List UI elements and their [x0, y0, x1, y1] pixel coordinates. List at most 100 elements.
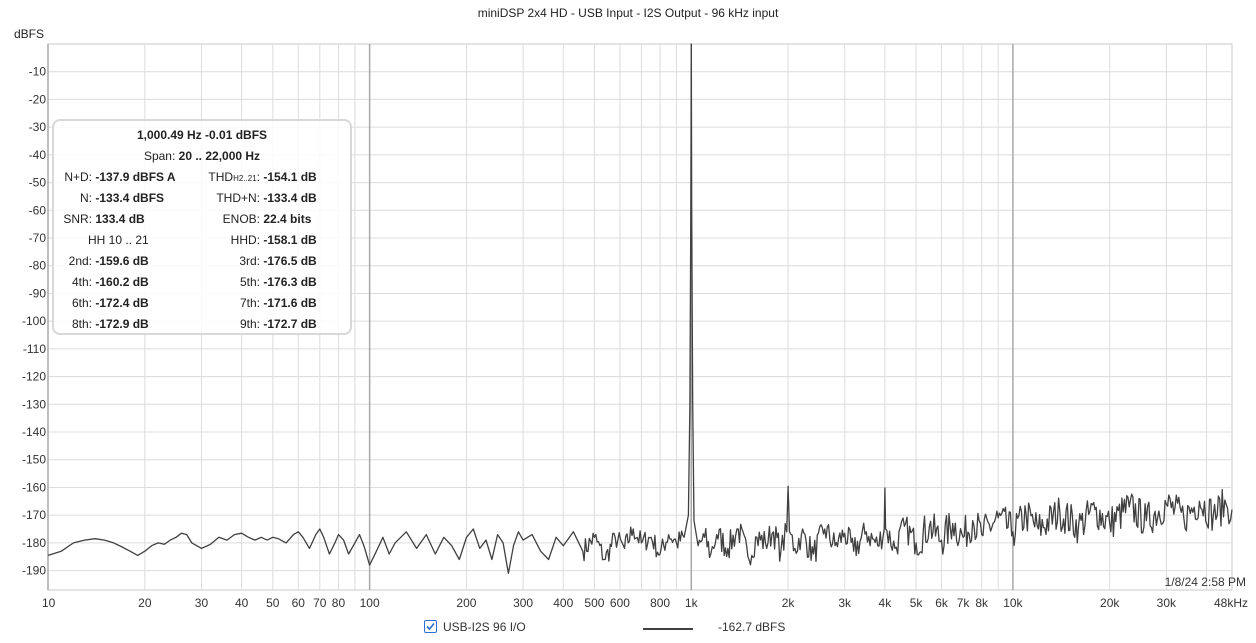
legend-line-swatch	[643, 628, 693, 630]
stats-value: -172.4 dB	[95, 296, 149, 310]
stats-label: 4th:	[71, 275, 92, 289]
x-tick-label: 2k	[782, 596, 796, 610]
y-tick-label: -20	[29, 92, 47, 106]
x-tick-label: 300	[513, 596, 533, 610]
stats-row-left: N: -133.4 dBFS	[54, 191, 164, 205]
stats-row-right: 9th: -172.7 dB	[186, 317, 317, 331]
y-tick-label: -150	[22, 453, 46, 467]
stats-value: -171.6 dB	[263, 296, 317, 310]
y-tick-label: -60	[29, 203, 47, 217]
stats-row-right: THDH2..21: -154.1 dB	[186, 170, 317, 184]
legend-series-name: USB-I2S 96 I/O	[443, 620, 526, 634]
stats-row-left: 8th: -172.9 dB	[54, 317, 149, 331]
stats-value: -133.4 dB	[263, 191, 317, 205]
x-tick-label: 800	[650, 596, 670, 610]
y-tick-label: -120	[22, 370, 46, 384]
stats-row-left: SNR: 133.4 dB	[54, 212, 145, 226]
y-tick-label: -10	[29, 65, 47, 79]
checkmark-icon	[426, 622, 435, 631]
y-tick-label: -170	[22, 508, 46, 522]
stats-label: 2nd:	[68, 254, 92, 268]
stats-label: HHD:	[230, 233, 260, 247]
stats-row-right: 3rd: -176.5 dB	[186, 254, 317, 268]
x-tick-label: 200	[456, 596, 476, 610]
stats-value: -154.1 dB	[263, 170, 317, 184]
stats-value: -172.9 dB	[95, 317, 149, 331]
x-tick-label: 60	[292, 596, 306, 610]
stats-label: THDH2..21:	[208, 170, 260, 184]
stats-value: -176.5 dB	[263, 254, 317, 268]
y-tick-label: -90	[29, 286, 47, 300]
y-tick-label: -110	[23, 342, 46, 356]
stats-panel[interactable]: 1,000.49 Hz -0.01 dBFS Span: 20 .. 22,00…	[52, 119, 352, 335]
x-tick-label: 4k	[879, 596, 893, 610]
stats-label: 5th:	[239, 275, 260, 289]
stats-row-right: THD+N: -133.4 dB	[186, 191, 317, 205]
stats-row-left: 4th: -160.2 dB	[54, 275, 149, 289]
x-tick-label: 20	[138, 596, 152, 610]
stats-hh-range: HH 10 .. 21	[88, 233, 149, 247]
stats-label: 8th:	[71, 317, 92, 331]
stats-label: 9th:	[239, 317, 260, 331]
x-tick-label: 30k	[1157, 596, 1177, 610]
stats-value: -176.3 dB	[263, 275, 317, 289]
stats-value: -137.9 dBFS A	[95, 170, 176, 184]
x-tick-label: 50	[266, 596, 280, 610]
x-tick-label: 80	[332, 596, 346, 610]
x-tick-label: 1k	[685, 596, 699, 610]
stats-label: THD+N:	[216, 191, 260, 205]
stats-label: 7th:	[239, 296, 260, 310]
x-tick-label: 100	[360, 596, 380, 610]
stats-row-right: 5th: -176.3 dB	[186, 275, 317, 289]
x-tick-label: 40	[235, 596, 249, 610]
stats-label: SNR:	[63, 212, 92, 226]
stats-row-right: ENOB: 22.4 bits	[186, 212, 312, 226]
stats-label: N+D:	[64, 170, 92, 184]
stats-label: 6th:	[71, 296, 92, 310]
x-tick-label: 48kHz	[1214, 596, 1248, 610]
stats-value: -172.7 dB	[263, 317, 317, 331]
y-tick-label: -80	[29, 259, 47, 273]
stats-value: 133.4 dB	[95, 212, 145, 226]
y-tick-label: -160	[22, 480, 46, 494]
y-axis-unit: dBFS	[14, 27, 45, 41]
x-tick-label: 5k	[910, 596, 924, 610]
series-visibility-checkbox[interactable]	[424, 620, 437, 633]
y-tick-label: -30	[29, 120, 47, 134]
x-tick-label: 10k	[1003, 596, 1023, 610]
x-tick-label: 8k	[975, 596, 989, 610]
y-tick-label: -70	[29, 231, 47, 245]
x-tick-label: 600	[610, 596, 630, 610]
y-tick-label: -140	[22, 425, 46, 439]
stats-value: 22.4 bits	[263, 212, 312, 226]
stats-value: -158.1 dB	[263, 233, 317, 247]
y-tick-label: -130	[22, 397, 46, 411]
x-tick-label: 400	[553, 596, 573, 610]
y-tick-label: -180	[22, 536, 46, 550]
y-tick-label: -190	[22, 564, 46, 578]
stats-value: -133.4 dBFS	[95, 191, 165, 205]
stats-span: Span: 20 .. 22,000 Hz	[143, 149, 261, 163]
x-tick-label: 30	[195, 596, 209, 610]
stats-value: -159.6 dB	[95, 254, 149, 268]
stats-label: ENOB:	[222, 212, 260, 226]
stats-label: N:	[80, 191, 92, 205]
chart-title: miniDSP 2x4 HD - USB Input - I2S Output …	[477, 6, 779, 20]
y-tick-label: -40	[29, 148, 47, 162]
stats-value: -160.2 dB	[95, 275, 149, 289]
x-tick-label: 70	[313, 596, 327, 610]
stats-row-left: N+D: -137.9 dBFS A	[54, 170, 176, 184]
y-tick-label: -50	[29, 176, 47, 190]
x-tick-label: 7k	[957, 596, 971, 610]
x-tick-label: 3k	[838, 596, 852, 610]
stats-row-right: 7th: -171.6 dB	[186, 296, 317, 310]
stats-label: 3rd:	[239, 254, 260, 268]
x-tick-label: 6k	[935, 596, 949, 610]
x-tick-label: 500	[584, 596, 604, 610]
x-tick-label: 20k	[1100, 596, 1120, 610]
stats-peak: 1,000.49 Hz -0.01 dBFS	[136, 128, 268, 142]
y-tick-label: -100	[22, 314, 46, 328]
legend-cursor-value: -162.7 dBFS	[718, 620, 786, 634]
series-line	[47, 43, 1233, 575]
timestamp: 1/8/24 2:58 PM	[1164, 575, 1246, 589]
